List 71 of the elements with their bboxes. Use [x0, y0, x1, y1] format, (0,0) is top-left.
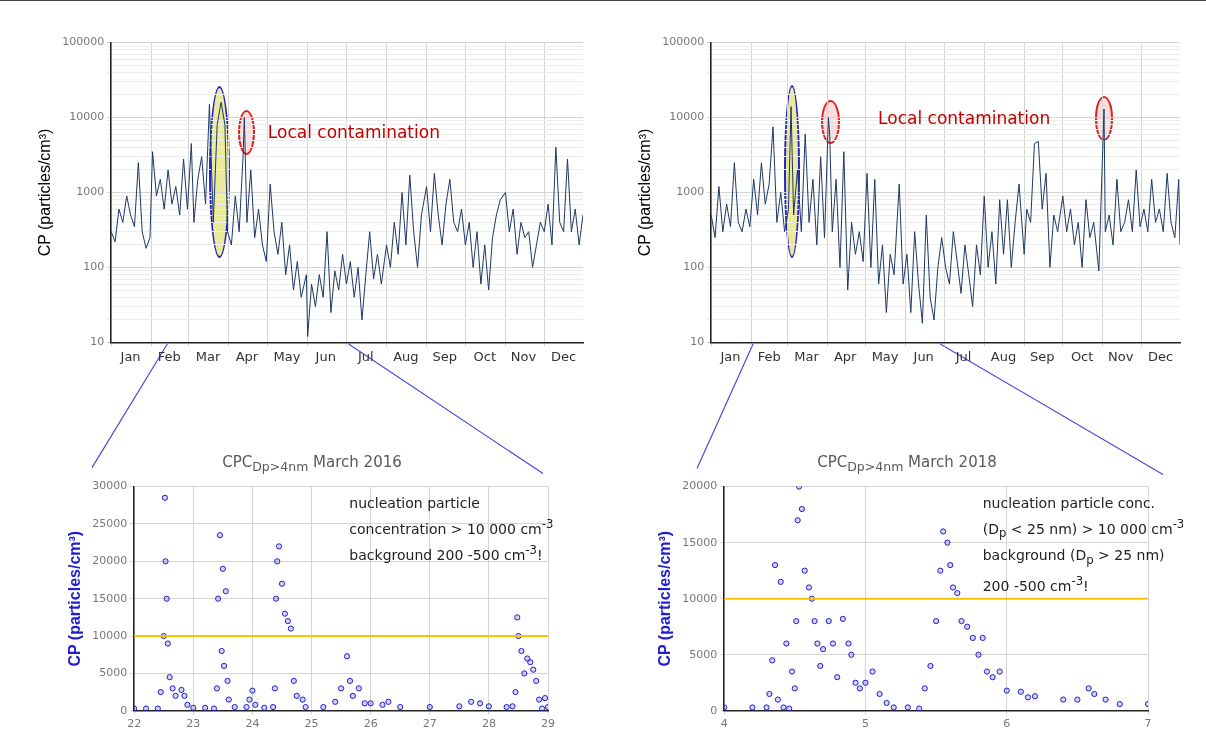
y-tick-label: 25000 [92, 516, 128, 530]
annotation: Local contamination [267, 120, 440, 143]
y-axis-title: CP (particles/cm³) [66, 530, 84, 667]
y-tick-label: 1000 [76, 185, 105, 199]
y-tick-label: 5000 [99, 666, 128, 680]
annotation: nucleation particle conc. [982, 494, 1157, 514]
y-tick-label: 100000 [62, 35, 105, 49]
y-tick-label: 15000 [92, 591, 128, 605]
y-tick-label: 100 [83, 260, 105, 274]
annotation: nucleation particle [349, 494, 481, 514]
y-tick-label: 20000 [92, 554, 128, 568]
chart-title: CPC$_{Dp>4nm}$ March 2016 [221, 453, 403, 474]
x-tick-label: Apr [833, 348, 858, 364]
x-tick-label: Oct [1070, 348, 1094, 364]
y-axis-title: CP (particles/cm³) [36, 128, 54, 257]
x-tick-label: Aug [393, 348, 419, 364]
y-axis-title: CP (particles/cm³) [636, 128, 654, 257]
x-tick-label: Aug [990, 348, 1017, 364]
y-tick-label: 5000 [689, 647, 718, 661]
x-tick-label: 26 [363, 717, 378, 731]
annotation: 200 -500 cm$^{-3}$! [982, 572, 1090, 596]
y-tick-label: 100 [683, 260, 705, 274]
x-tick-label: Nov [510, 348, 537, 364]
y-tick-label: 10 [90, 335, 105, 349]
x-tick-label: Oct [473, 348, 496, 364]
x-tick-label: 29 [541, 717, 555, 731]
x-tick-label: 27 [422, 717, 437, 731]
annotation: concentration > 10 000 cm$^{-3}$ [349, 516, 554, 539]
x-tick-label: Jan [719, 348, 741, 364]
x-tick-label: 6 [1003, 717, 1011, 731]
y-tick-label: 20000 [682, 479, 718, 493]
x-tick-label: Dec [1148, 348, 1174, 364]
x-tick-label: Feb [757, 348, 781, 364]
x-tick-label: Jun [314, 348, 336, 364]
y-tick-label: 0 [710, 703, 718, 717]
x-tick-label: 28 [481, 717, 496, 731]
y-tick-label: 10 [690, 335, 705, 349]
x-tick-label: May [871, 348, 899, 364]
y-axis-title: CP (particles/cm³) [656, 530, 674, 667]
annotation: background 200 -500 cm$^{-3}$! [349, 541, 544, 565]
chart-title: CPC$_{Dp>4nm}$ March 2018 [816, 453, 998, 474]
x-tick-label: Sep [1029, 348, 1055, 364]
y-tick-label: 0 [120, 703, 128, 717]
annotation: (D$_{p}$ < 25 nm) > 10 000 cm$^{-3}$ [982, 516, 1185, 543]
x-tick-label: 22 [127, 717, 142, 731]
y-tick-label: 10000 [669, 110, 705, 124]
x-tick-label: 25 [304, 717, 319, 731]
y-tick-label: 10000 [682, 591, 718, 605]
x-tick-label: Dec [551, 348, 577, 364]
x-tick-label: Nov [1108, 348, 1134, 364]
annotation: Local contamination [878, 107, 1051, 130]
x-tick-label: 23 [186, 717, 201, 731]
x-tick-label: Sep [432, 348, 457, 364]
y-tick-label: 10000 [69, 110, 105, 124]
x-tick-label: Feb [157, 348, 181, 364]
y-tick-label: 10000 [92, 628, 128, 642]
x-tick-label: 24 [245, 717, 260, 731]
x-tick-label: Jun [912, 348, 934, 364]
y-tick-label: 15000 [682, 535, 718, 549]
x-tick-label: May [273, 348, 301, 364]
x-tick-label: Apr [235, 348, 259, 364]
x-tick-label: Mar [794, 348, 820, 364]
annotation: background (D$_{p}$ > 25 nm) [982, 545, 1166, 569]
y-tick-label: 100000 [662, 35, 705, 49]
y-tick-label: 1000 [676, 185, 705, 199]
x-tick-label: 4 [720, 717, 728, 731]
x-tick-label: 7 [1144, 717, 1152, 731]
x-tick-label: 5 [861, 717, 869, 731]
x-tick-label: Mar [195, 348, 222, 364]
y-tick-label: 30000 [92, 479, 128, 493]
x-tick-label: Jan [119, 348, 141, 364]
